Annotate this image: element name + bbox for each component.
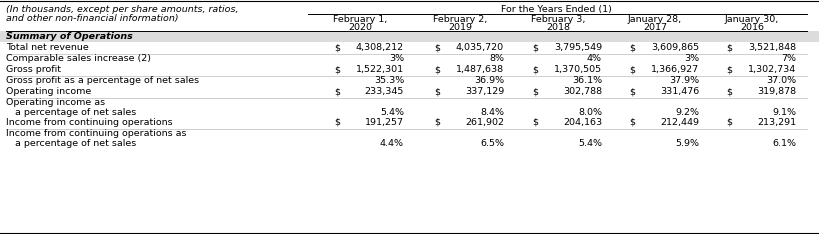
- Text: 1,370,505: 1,370,505: [553, 65, 601, 74]
- Text: 337,129: 337,129: [464, 87, 504, 96]
- Text: 3,609,865: 3,609,865: [650, 43, 698, 52]
- Text: $: $: [628, 43, 634, 52]
- Text: $: $: [532, 118, 537, 127]
- Text: 3%: 3%: [388, 54, 404, 63]
- Text: $: $: [725, 43, 731, 52]
- Text: 37.9%: 37.9%: [668, 76, 698, 85]
- Text: 2020: 2020: [347, 23, 372, 32]
- Text: $: $: [433, 118, 440, 127]
- Text: 2018: 2018: [545, 23, 569, 32]
- Text: 191,257: 191,257: [364, 118, 404, 127]
- Text: 9.1%: 9.1%: [771, 108, 795, 117]
- Text: $: $: [725, 118, 731, 127]
- Text: 1,487,638: 1,487,638: [455, 65, 504, 74]
- Text: $: $: [628, 118, 634, 127]
- Text: 6.5%: 6.5%: [479, 139, 504, 148]
- Text: 1,522,301: 1,522,301: [355, 65, 404, 74]
- Text: 1,302,734: 1,302,734: [747, 65, 795, 74]
- Text: 36.9%: 36.9%: [473, 76, 504, 85]
- Text: Operating income: Operating income: [6, 87, 91, 96]
- Text: 2019: 2019: [447, 23, 472, 32]
- Text: 4,308,212: 4,308,212: [355, 43, 404, 52]
- Text: 319,878: 319,878: [756, 87, 795, 96]
- Text: Summary of Operations: Summary of Operations: [6, 32, 133, 41]
- Text: January 30,: January 30,: [724, 15, 778, 24]
- Text: $: $: [333, 43, 340, 52]
- Text: February 2,: February 2,: [432, 15, 486, 24]
- Text: 8.0%: 8.0%: [577, 108, 601, 117]
- Text: Total net revenue: Total net revenue: [6, 43, 88, 52]
- Text: $: $: [532, 87, 537, 96]
- Text: $: $: [333, 87, 340, 96]
- Text: 213,291: 213,291: [756, 118, 795, 127]
- Text: 204,163: 204,163: [562, 118, 601, 127]
- Text: 233,345: 233,345: [364, 87, 404, 96]
- Text: 8.4%: 8.4%: [479, 108, 504, 117]
- Text: 5.9%: 5.9%: [674, 139, 698, 148]
- Text: Gross profit as a percentage of net sales: Gross profit as a percentage of net sale…: [6, 76, 199, 85]
- Text: $: $: [333, 65, 340, 74]
- Text: 9.2%: 9.2%: [674, 108, 698, 117]
- Text: 302,788: 302,788: [562, 87, 601, 96]
- Text: 4%: 4%: [586, 54, 601, 63]
- Text: 7%: 7%: [780, 54, 795, 63]
- Text: $: $: [725, 87, 731, 96]
- Text: 261,902: 261,902: [464, 118, 504, 127]
- Text: 36.1%: 36.1%: [571, 76, 601, 85]
- Text: a percentage of net sales: a percentage of net sales: [6, 139, 136, 148]
- Bar: [0, 31, 819, 42]
- Text: $: $: [725, 65, 731, 74]
- Text: $: $: [532, 43, 537, 52]
- Text: $: $: [628, 65, 634, 74]
- Text: 3,795,549: 3,795,549: [553, 43, 601, 52]
- Text: 4.4%: 4.4%: [379, 139, 404, 148]
- Text: $: $: [333, 118, 340, 127]
- Text: 331,476: 331,476: [659, 87, 698, 96]
- Text: 3,521,848: 3,521,848: [747, 43, 795, 52]
- Text: $: $: [628, 87, 634, 96]
- Text: 8%: 8%: [488, 54, 504, 63]
- Text: 4,035,720: 4,035,720: [455, 43, 504, 52]
- Text: February 1,: February 1,: [333, 15, 387, 24]
- Text: $: $: [433, 43, 440, 52]
- Text: 5.4%: 5.4%: [379, 108, 404, 117]
- Text: January 28,: January 28,: [627, 15, 681, 24]
- Text: Income from continuing operations as: Income from continuing operations as: [6, 129, 186, 138]
- Text: Comparable sales increase (2): Comparable sales increase (2): [6, 54, 151, 63]
- Text: $: $: [532, 65, 537, 74]
- Text: Income from continuing operations: Income from continuing operations: [6, 118, 173, 127]
- Text: Gross profit: Gross profit: [6, 65, 61, 74]
- Text: 5.4%: 5.4%: [577, 139, 601, 148]
- Text: 2016: 2016: [739, 23, 763, 32]
- Text: February 3,: February 3,: [530, 15, 585, 24]
- Text: For the Years Ended (1): For the Years Ended (1): [500, 5, 611, 14]
- Text: 212,449: 212,449: [659, 118, 698, 127]
- Text: (In thousands, except per share amounts, ratios,: (In thousands, except per share amounts,…: [6, 5, 238, 14]
- Text: 1,366,927: 1,366,927: [650, 65, 698, 74]
- Text: $: $: [433, 65, 440, 74]
- Text: and other non-financial information): and other non-financial information): [6, 14, 179, 23]
- Text: 6.1%: 6.1%: [771, 139, 795, 148]
- Text: 35.3%: 35.3%: [373, 76, 404, 85]
- Text: 3%: 3%: [683, 54, 698, 63]
- Text: $: $: [433, 87, 440, 96]
- Text: 2017: 2017: [642, 23, 666, 32]
- Text: 37.0%: 37.0%: [765, 76, 795, 85]
- Text: Operating income as: Operating income as: [6, 98, 105, 107]
- Text: a percentage of net sales: a percentage of net sales: [6, 108, 136, 117]
